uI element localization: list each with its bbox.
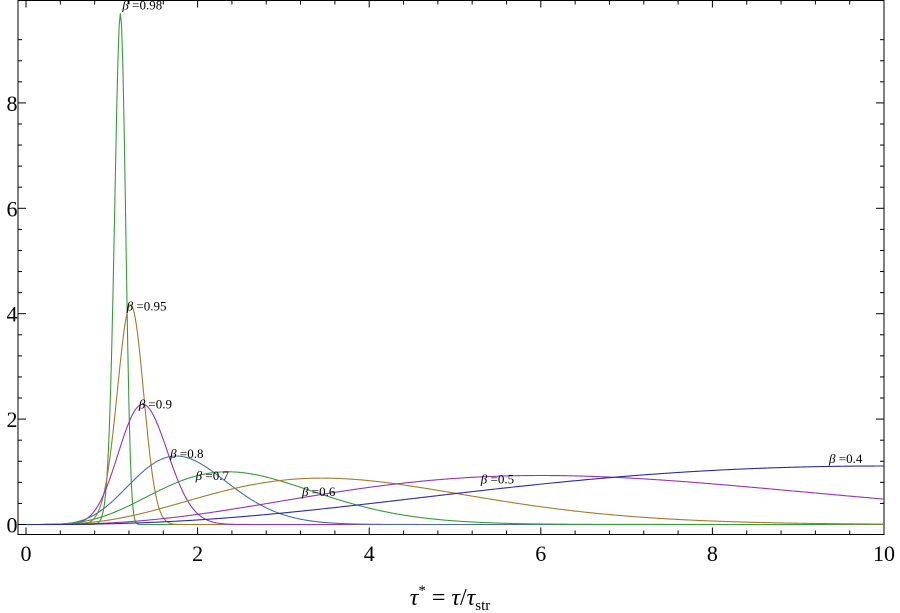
curves xyxy=(26,13,885,526)
x-axis-title-slash: / xyxy=(460,585,467,611)
series-line-beta-0.6 xyxy=(26,477,885,526)
curve-label-value: =0.8 xyxy=(180,446,204,461)
series-line-beta-0.95 xyxy=(26,304,884,526)
x-tick-label: 4 xyxy=(364,541,375,566)
curve-label-value: =0.7 xyxy=(205,468,229,483)
x-tick-label: 6 xyxy=(535,541,546,566)
x-tick-label: 0 xyxy=(21,541,32,566)
series-line-beta-0.7 xyxy=(26,471,884,526)
x-axis-title-star: * xyxy=(418,583,426,599)
x-tick-label: 8 xyxy=(707,541,718,566)
curve-label-value: =0.95 xyxy=(136,299,166,314)
x-tick-label: 2 xyxy=(192,541,203,566)
ticks: 0 2 4 6 8 10 0 2 4 6 8 xyxy=(7,0,895,566)
x-axis-title-tau-2: τ xyxy=(451,585,461,611)
x-axis-title: τ* = τ/τstr xyxy=(410,583,491,613)
curve-label-symbol: β xyxy=(828,451,839,466)
curve-label-symbol: β xyxy=(169,446,180,461)
curve-label-value: =0.4 xyxy=(839,451,863,466)
curve-label: β =0.95 xyxy=(126,299,167,314)
series-line-beta-0.98 xyxy=(26,13,884,526)
curve-label-symbol: β xyxy=(121,0,132,12)
curve-label-value: =0.98 xyxy=(132,0,162,12)
y-tick-label: 4 xyxy=(7,302,18,327)
curve-label: β =0.9 xyxy=(138,396,172,411)
plot-frame xyxy=(17,0,885,535)
curve-label-symbol: β xyxy=(195,468,206,483)
curve-label: β =0.7 xyxy=(195,468,230,483)
y-tick-label: 8 xyxy=(7,91,18,116)
y-tick-label: 2 xyxy=(7,407,18,432)
curve-label-value: =0.5 xyxy=(491,471,515,486)
curve-label-symbol: β xyxy=(126,299,137,314)
series-line-beta-0.4 xyxy=(26,465,884,526)
x-axis-title-tau-3: τ xyxy=(467,585,477,611)
curve-label-symbol: β xyxy=(480,471,491,486)
curve-label-value: =0.9 xyxy=(148,396,172,411)
curve-label: β =0.98 xyxy=(121,0,162,12)
x-axis-title-tau: τ xyxy=(410,585,420,611)
y-tick-label: 0 xyxy=(7,513,18,538)
series-line-beta-0.9 xyxy=(26,403,884,526)
curve-label: β =0.5 xyxy=(480,471,514,486)
x-tick-label: 10 xyxy=(873,541,895,566)
y-tick-label: 6 xyxy=(7,196,18,221)
x-axis-title-sub: str xyxy=(475,598,490,613)
curve-label: β =0.6 xyxy=(301,484,336,499)
series-line-beta-0.5 xyxy=(26,474,885,526)
curve-label: β =0.8 xyxy=(169,446,203,461)
curve-label: β =0.4 xyxy=(828,451,863,466)
curve-label-value: =0.6 xyxy=(312,484,336,499)
curve-label-symbol: β xyxy=(138,396,149,411)
curve-label-symbol: β xyxy=(301,484,312,499)
x-axis-title-equals: = xyxy=(426,585,452,611)
curve-labels: β =0.98β =0.95β =0.9β =0.8β =0.7β =0.6β … xyxy=(121,0,862,499)
